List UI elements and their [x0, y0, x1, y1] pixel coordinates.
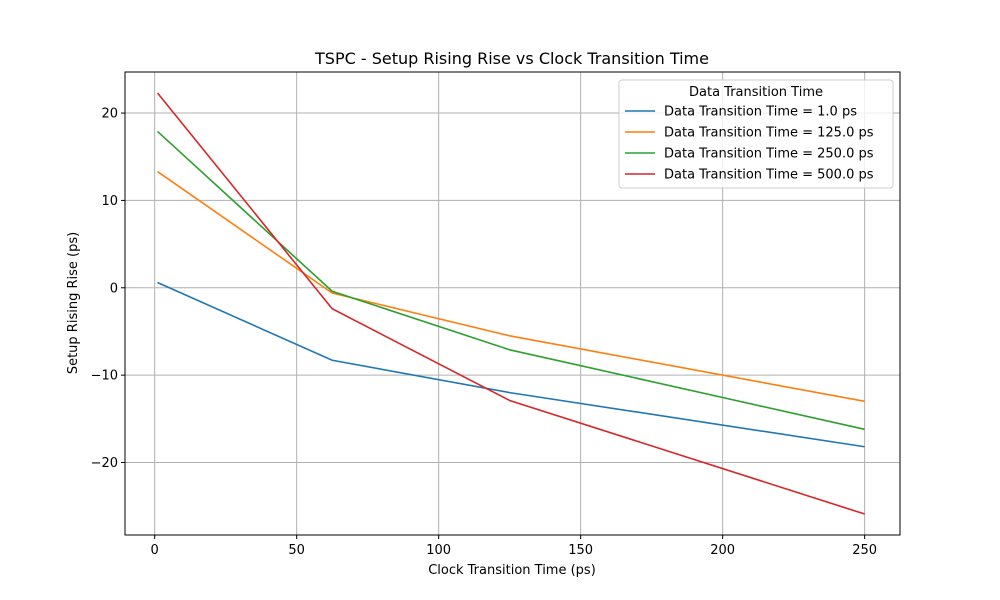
x-tick-label: 100: [426, 543, 451, 558]
legend-label-1: Data Transition Time = 1.0 ps: [664, 105, 857, 120]
legend: Data Transition Time Data Transition Tim…: [618, 79, 894, 189]
legend-box: [618, 79, 894, 189]
x-tick-label: 250: [852, 543, 877, 558]
y-axis-ticks: −20 −10 0 10 20: [91, 107, 125, 471]
series-line-3: [156, 130, 865, 431]
legend-label-3: Data Transition Time = 250.0 ps: [664, 147, 874, 162]
x-axis-ticks: 0 50 100 150 200 250: [151, 535, 877, 558]
y-tick-label: 0: [110, 281, 118, 296]
y-tick-label: −20: [91, 456, 118, 471]
y-tick-label: −10: [91, 369, 118, 384]
legend-title: Data Transition Time: [689, 85, 823, 100]
plot-frame: [124, 71, 901, 536]
legend-items: Data Transition Time = 1.0 ps Data Transi…: [625, 105, 874, 183]
x-tick-label: 150: [568, 543, 593, 558]
series-line-4: [156, 92, 865, 515]
chart-title: TSPC - Setup Rising Rise vs Clock Transi…: [314, 49, 709, 68]
legend-label-4: Data Transition Time = 500.0 ps: [664, 168, 874, 183]
y-axis-label: Setup Rising Rise (ps): [66, 232, 81, 374]
x-tick-label: 0: [151, 543, 159, 558]
y-tick-label: 10: [101, 194, 118, 209]
x-tick-label: 50: [288, 543, 305, 558]
x-tick-label: 200: [710, 543, 735, 558]
series-lines: [156, 92, 865, 515]
series-line-2: [157, 170, 865, 403]
legend-label-2: Data Transition Time = 125.0 ps: [664, 126, 874, 141]
x-axis-label: Clock Transition Time (ps): [428, 563, 596, 578]
series-line-1: [157, 281, 865, 448]
y-tick-label: 20: [101, 107, 118, 122]
